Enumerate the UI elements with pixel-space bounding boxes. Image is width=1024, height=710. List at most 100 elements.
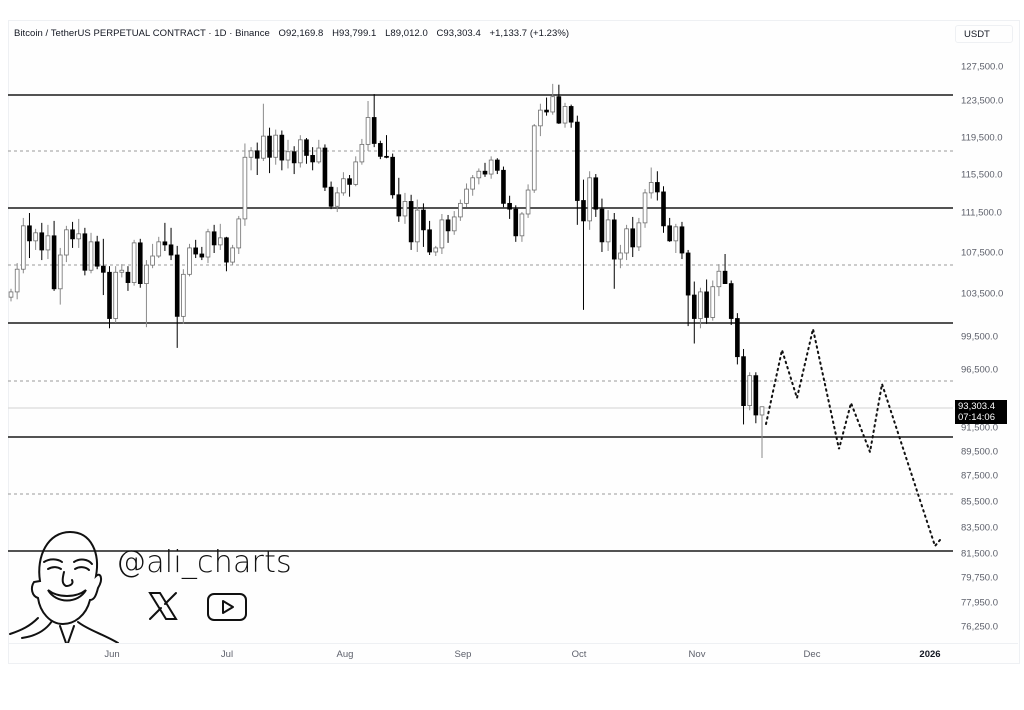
price-tick-label: 103,500.0 <box>961 288 1004 300</box>
candle-body <box>168 244 174 256</box>
candle-body <box>162 241 168 246</box>
time-tick-label: Sep <box>454 649 472 660</box>
candle-body <box>587 177 592 222</box>
candle-body <box>64 229 69 256</box>
ohlc-change: +1,133.7 (+1.23%) <box>489 28 570 39</box>
candle-body <box>599 208 605 243</box>
candle-body <box>304 139 309 156</box>
candle-body <box>27 225 32 242</box>
avatar-illustration-icon <box>9 530 119 643</box>
candle-body <box>199 253 205 258</box>
candle-body <box>174 254 180 317</box>
candle-body <box>267 135 272 158</box>
candle-body <box>636 222 642 248</box>
candle-body <box>181 273 186 317</box>
candle-body <box>581 200 586 222</box>
candle-body <box>285 151 291 161</box>
candle-body <box>39 232 45 251</box>
candle-body <box>341 178 346 194</box>
ohlc-low: L89,012.0 <box>385 28 428 39</box>
candle-body <box>451 216 457 232</box>
candle-body <box>710 286 716 318</box>
candle-body <box>648 182 654 194</box>
candle-body <box>513 208 519 237</box>
candle-body <box>254 150 260 159</box>
candle-body <box>538 109 543 127</box>
candle-body <box>501 169 506 204</box>
candle-body <box>759 406 765 416</box>
price-tick-label: 96,500.0 <box>961 364 998 376</box>
candle-body <box>525 189 531 215</box>
candle-body <box>494 159 500 171</box>
price-tick-label: 111,500.0 <box>961 207 1002 219</box>
candle-body <box>562 106 568 124</box>
candle-body <box>51 235 57 290</box>
projected-path <box>765 328 941 549</box>
candle-body <box>298 139 303 164</box>
candle-body <box>82 233 88 271</box>
candle-body <box>131 242 137 283</box>
candle-body <box>704 291 709 318</box>
candle-body <box>261 135 266 159</box>
candle-body <box>470 177 475 190</box>
candle-body <box>445 219 451 232</box>
x-logo-icon[interactable] <box>147 590 179 622</box>
price-tick-label: 79,750.0 <box>961 572 998 584</box>
candle-body <box>722 270 728 285</box>
ohlc-close: C93,303.4 <box>436 28 481 39</box>
candle-body <box>716 270 722 288</box>
candle-body <box>728 283 734 319</box>
candle-body <box>316 147 322 163</box>
price-axis[interactable]: 127,500.0 123,500.0 119,500.0 115,500.0 111,… <box>945 44 1021 644</box>
candle-body <box>113 271 118 319</box>
candle-body <box>205 231 211 258</box>
candle-body <box>593 177 599 210</box>
candle-body <box>488 159 494 175</box>
candle-body <box>187 247 192 275</box>
candle-body <box>322 147 328 188</box>
candle-body <box>390 156 395 196</box>
candle-body <box>685 252 691 296</box>
candle-body <box>230 247 235 263</box>
candle-body <box>242 156 248 220</box>
price-tick-label: 81,500.0 <box>961 548 998 560</box>
candle-body <box>384 155 389 158</box>
price-tick-label: 91,500.0 <box>961 422 998 434</box>
candle-body <box>279 134 285 161</box>
candle-body <box>698 291 703 319</box>
candle-body <box>568 106 574 123</box>
candle-body <box>556 96 562 124</box>
candle-body <box>624 228 629 254</box>
price-tick-label: 127,500.0 <box>961 61 1004 73</box>
candle-body <box>45 235 51 251</box>
youtube-play-icon[interactable] <box>206 592 248 622</box>
price-tick-label: 99,500.0 <box>961 331 998 343</box>
candle-body <box>421 209 426 231</box>
candle-body <box>291 151 297 164</box>
time-tick-label: 2026 <box>919 649 941 660</box>
time-tick-label: Nov <box>688 649 706 660</box>
time-axis[interactable]: Jun Jul Aug Sep Oct Nov Dec 2026 <box>8 643 1018 664</box>
candle-body <box>193 247 198 255</box>
candle-body <box>70 229 75 240</box>
candle-body <box>655 182 660 193</box>
candle-body <box>236 218 242 249</box>
candle-body <box>119 269 125 273</box>
candle-body <box>519 213 525 237</box>
candle-body <box>94 241 100 267</box>
price-tick-label: 89,500.0 <box>961 446 998 458</box>
candle-body <box>101 265 106 273</box>
last-price-value: 93,303.4 <box>958 401 995 412</box>
ohlc-open: O92,169.8 <box>278 28 324 39</box>
currency-selector[interactable]: USDT <box>955 25 1013 43</box>
candle-body <box>605 219 611 243</box>
candle-body <box>735 318 740 358</box>
candle-body <box>414 209 420 243</box>
candle-body <box>217 237 223 246</box>
candle-body <box>21 225 26 270</box>
candle-body <box>8 291 14 298</box>
candle-body <box>156 241 162 257</box>
candle-body <box>550 96 556 113</box>
candle-body <box>371 117 377 144</box>
